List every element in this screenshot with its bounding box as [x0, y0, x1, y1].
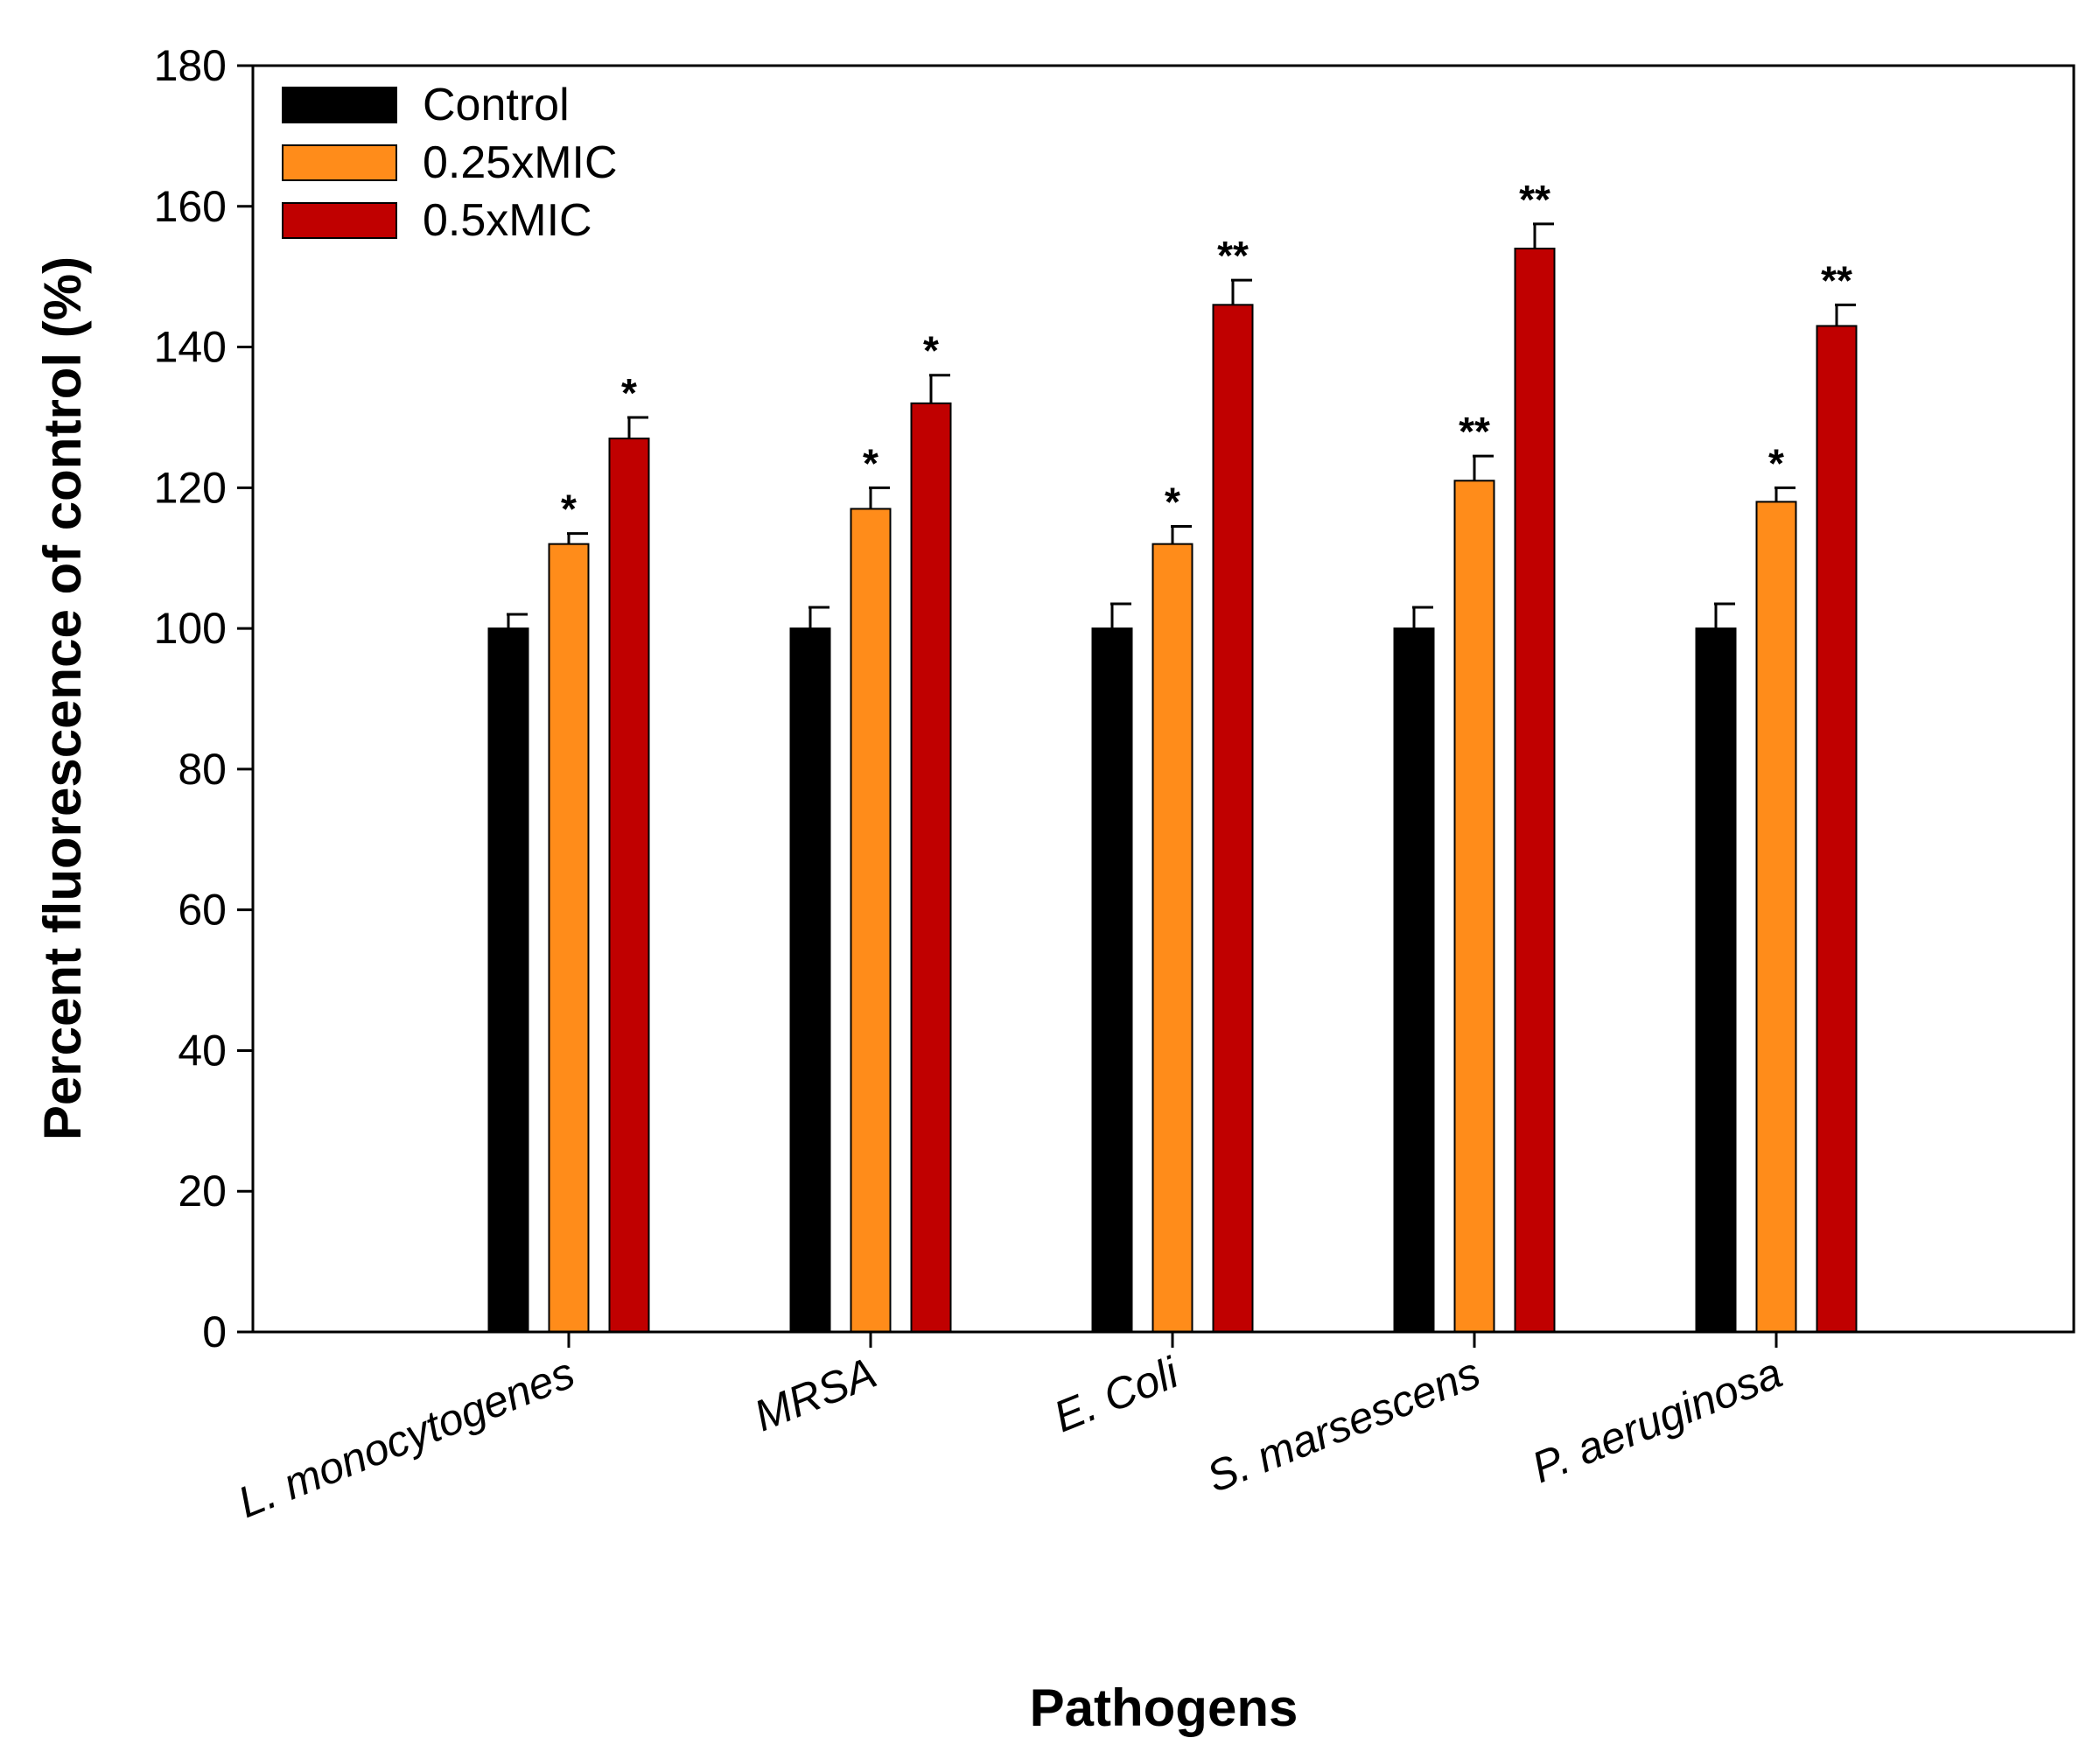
bar-1-0	[789, 627, 831, 1333]
bar-1-2	[910, 402, 952, 1333]
significance-3-2: **	[1519, 177, 1550, 222]
x-tick-label-4: P. aeruginosa	[1525, 1348, 1788, 1492]
bar-2-2	[1212, 304, 1254, 1333]
y-axis: 0 20 40 60 80 100 120 140 160 180	[154, 41, 253, 1356]
bar-3-2	[1514, 248, 1556, 1333]
y-tick-label-120: 120	[154, 463, 227, 512]
bar-4-2	[1816, 325, 1858, 1334]
legend-label-0: Control	[423, 80, 570, 130]
bar-3-1	[1453, 480, 1495, 1333]
significance-2-2: **	[1217, 233, 1249, 278]
bar-4-0	[1695, 627, 1737, 1333]
bar-0-1	[548, 543, 590, 1333]
y-tick-label-100: 100	[154, 604, 227, 653]
legend-swatch-1	[282, 144, 397, 181]
bar-4-1	[1755, 501, 1797, 1333]
y-tick-label-0: 0	[202, 1307, 227, 1356]
significance-0-2: *	[621, 370, 637, 416]
x-tick-label-0: L. monocytogenes	[231, 1348, 581, 1527]
x-axis-title: Pathogens	[1030, 1678, 1298, 1737]
legend-label-1: 0.25xMIC	[423, 137, 618, 188]
y-tick-label-140: 140	[154, 323, 227, 372]
bar-0-2	[608, 438, 650, 1333]
legend-label-2: 0.5xMIC	[423, 195, 592, 246]
legend-swatch-2	[282, 202, 397, 239]
y-tick-label-60: 60	[178, 886, 227, 935]
y-tick-label-40: 40	[178, 1026, 227, 1075]
significance-1-2: *	[923, 328, 939, 374]
y-tick-label-160: 160	[154, 182, 227, 231]
y-tick-label-180: 180	[154, 41, 227, 90]
legend-swatch-0	[282, 87, 397, 123]
bar-3-0	[1393, 627, 1435, 1333]
x-tick-label-3: S. marsescens	[1200, 1348, 1488, 1502]
plot-frame	[251, 64, 2076, 1334]
significance-3-1: **	[1459, 409, 1490, 454]
significance-0-1: *	[561, 487, 577, 532]
significance-1-1: *	[863, 440, 878, 486]
y-tick-label-80: 80	[178, 745, 227, 794]
x-tick-label-1: MRSA	[747, 1348, 883, 1440]
y-tick-label-20: 20	[178, 1167, 227, 1216]
legend: Control 0.25xMIC 0.5xMIC	[282, 80, 618, 246]
significance-4-1: *	[1768, 440, 1784, 486]
bar-2-1	[1152, 543, 1194, 1333]
bar-1-1	[850, 508, 892, 1333]
x-tick-label-2: E. Coli	[1047, 1348, 1186, 1442]
bar-2-0	[1091, 627, 1133, 1333]
chart-marks: **************	[487, 177, 1858, 1334]
bar-0-0	[487, 627, 529, 1333]
x-axis: L. monocytogenes MRSA E. Coli S. marsescens…	[231, 1332, 1788, 1527]
significance-2-1: *	[1165, 480, 1180, 525]
y-axis-title: Percent fluorescence of control (%)	[33, 256, 92, 1140]
significance-4-2: **	[1821, 257, 1852, 303]
